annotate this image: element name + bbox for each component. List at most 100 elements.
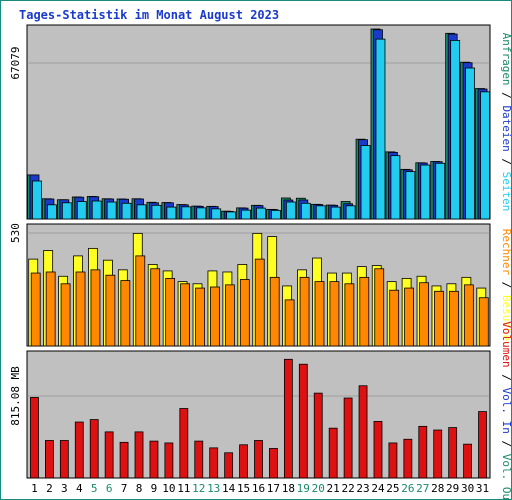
legend-item-visits-2: Besuche [500,295,512,341]
x-tick-label-day-17: 17 [267,482,280,495]
bar-requests-seiten-day-11 [181,206,192,220]
bar-requests-seiten-day-30 [465,67,475,220]
bar-visits-rechner-day-1 [30,272,41,347]
x-tick-label-day-6: 6 [106,482,113,495]
bar-volume-volumen-day-7 [119,441,129,479]
x-tick-label-day-14: 14 [222,482,236,495]
legend-item-requests-2: Dateien [500,105,512,151]
legend-visits: Rechner / Besuche [500,229,512,342]
legend-item-requests-3: / [500,152,512,172]
bar-volume-volumen-day-21 [328,427,338,479]
bar-requests-seiten-day-21 [330,206,341,220]
bar-volume-volumen-day-6 [104,431,114,479]
bar-volume-volumen-day-14 [224,452,234,479]
bar-visits-rechner-day-21 [329,281,340,347]
legend-item-requests-4: Seiten [500,172,512,212]
bar-visits-rechner-day-25 [389,289,400,347]
x-tick-label-day-15: 15 [237,482,250,495]
bar-volume-volumen-day-2 [45,440,54,479]
bar-visits-rechner-day-6 [105,274,116,347]
x-tick-label-day-10: 10 [162,482,175,495]
bar-visits-rechner-day-19 [299,276,310,347]
x-tick-label-day-16: 16 [252,482,265,495]
x-tick-label-day-7: 7 [121,482,128,495]
bar-volume-volumen-day-16 [254,440,263,479]
bar-requests-seiten-day-24 [375,38,386,220]
bar-visits-rechner-day-3 [60,283,71,347]
bar-volume-volumen-day-19 [298,363,308,479]
bar-visits-rechner-day-5 [90,269,101,347]
bar-requests-seiten-day-27 [420,164,431,220]
bar-visits-rechner-day-10 [165,278,176,347]
x-tick-label-day-27: 27 [416,482,429,495]
bar-visits-rechner-day-22 [344,283,355,347]
bar-volume-volumen-day-29 [448,427,458,479]
legend-item-requests-0: Anfragen [500,33,512,86]
x-tick-label-day-21: 21 [327,482,340,495]
bar-volume-volumen-day-23 [358,385,368,479]
x-tick-label-day-4: 4 [76,482,83,495]
bar-volume-volumen-day-25 [388,442,398,479]
legend-volume: Volumen / Vol. In / Vol. Out [500,321,512,500]
legend-item-volume-1: / [500,368,512,388]
bar-visits-rechner-day-24 [374,268,385,347]
bar-requests-seiten-day-12 [196,207,207,220]
bar-requests-seiten-day-9 [151,204,162,220]
legend-requests: Anfragen / Dateien / Seiten [500,33,512,212]
legend-item-volume-2: Vol. In [500,388,512,434]
bar-requests-seiten-day-31 [480,91,490,220]
bar-requests-seiten-day-25 [390,155,401,220]
bar-requests-seiten-day-10 [166,206,177,220]
bar-requests-seiten-day-1 [32,180,42,220]
bar-volume-volumen-day-20 [313,392,323,479]
bar-volume-volumen-day-1 [30,397,39,479]
bar-volume-volumen-day-28 [433,429,443,479]
x-tick-label-day-5: 5 [91,482,98,495]
x-tick-label-day-13: 13 [207,482,220,495]
y-tick-label-visits: 530 [9,223,22,243]
x-tick-label-day-26: 26 [401,482,414,495]
bar-volume-volumen-day-18 [283,358,293,479]
bar-requests-seiten-day-4 [76,201,87,220]
x-tick-label-day-8: 8 [136,482,143,495]
x-tick-label-day-1: 1 [31,482,38,495]
bar-visits-rechner-day-13 [210,286,220,347]
bar-visits-rechner-day-15 [239,279,250,347]
bar-volume-volumen-day-3 [59,440,69,479]
bar-visits-rechner-day-27 [419,282,429,347]
x-tick-label-day-24: 24 [371,482,385,495]
bar-requests-seiten-day-22 [345,205,356,220]
bar-visits-rechner-day-30 [463,284,474,347]
chart-title: Tages-Statistik im Monat August 2023 [19,8,279,22]
x-tick-label-day-28: 28 [431,482,444,495]
legend-item-visits-0: Rechner [500,229,512,276]
x-tick-label-day-12: 12 [192,482,205,495]
x-tick-label-day-31: 31 [476,482,489,495]
bar-visits-rechner-day-17 [269,276,280,347]
x-tick-label-day-30: 30 [461,482,474,495]
bar-requests-seiten-day-5 [91,200,102,220]
legend-item-volume-3: / [500,434,512,454]
bar-visits-rechner-day-8 [135,255,146,347]
bar-volume-volumen-day-27 [418,425,428,479]
bar-volume-volumen-day-12 [194,440,204,479]
bar-requests-seiten-day-7 [121,202,132,220]
bar-volume-volumen-day-13 [209,447,219,479]
x-tick-label-day-29: 29 [446,482,459,495]
bar-requests-seiten-day-20 [315,205,326,220]
bar-visits-rechner-day-7 [120,280,131,347]
bar-volume-volumen-day-5 [89,419,99,479]
bar-requests-seiten-day-16 [256,207,266,220]
x-tick-label-day-20: 20 [312,482,325,495]
x-tick-label-day-23: 23 [356,482,369,495]
y-tick-label-volume: 815.08 MB [9,366,22,426]
bar-volume-volumen-day-10 [164,442,174,479]
bar-visits-rechner-day-11 [180,283,190,347]
x-tick-label-day-9: 9 [151,482,158,495]
bar-volume-volumen-day-4 [74,421,84,479]
bar-requests-seiten-day-8 [136,204,147,220]
x-tick-label-day-19: 19 [297,482,310,495]
bar-visits-rechner-day-23 [359,276,370,347]
